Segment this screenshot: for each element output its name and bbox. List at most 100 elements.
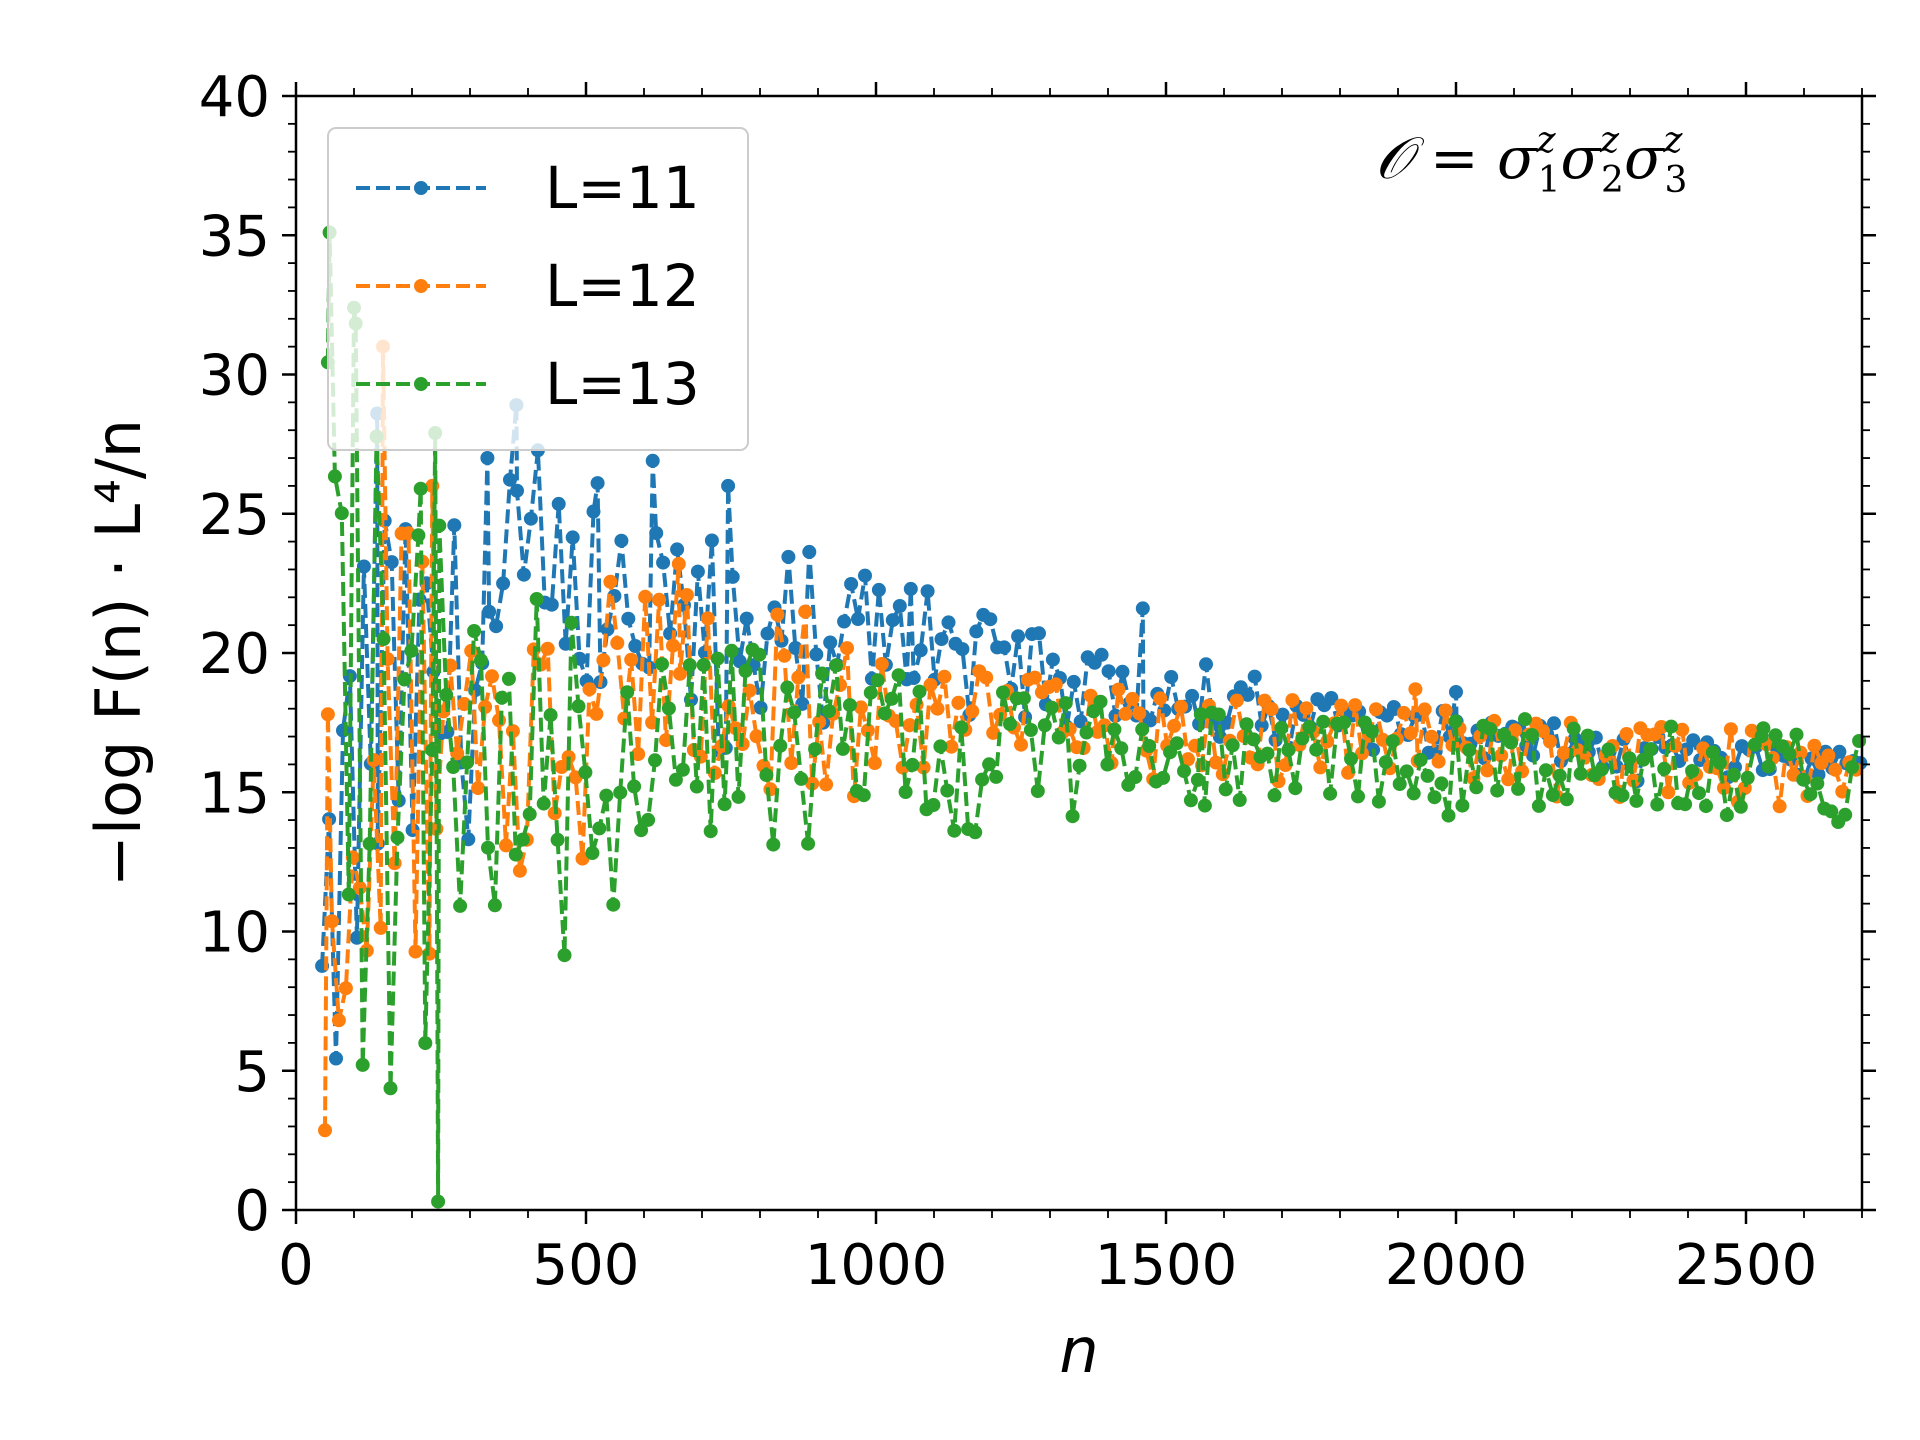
- data-point: [1044, 700, 1059, 715]
- data-point: [983, 612, 998, 627]
- data-point: [1756, 721, 1771, 736]
- data-point: [1011, 629, 1026, 644]
- data-point: [1313, 760, 1328, 775]
- data-point: [1274, 720, 1289, 735]
- data-point: [1101, 664, 1116, 679]
- data-point: [515, 832, 530, 847]
- data-point: [523, 511, 538, 526]
- data-point: [571, 699, 586, 714]
- data-point: [1125, 691, 1140, 706]
- data-point: [671, 556, 686, 571]
- data-point: [599, 788, 614, 803]
- data-point: [1267, 788, 1282, 803]
- data-point: [1699, 799, 1713, 814]
- data-point: [1657, 761, 1672, 776]
- data-point: [356, 559, 371, 574]
- data-point: [620, 685, 635, 700]
- data-point: [1654, 720, 1669, 734]
- data-point: [1424, 729, 1439, 744]
- data-point: [329, 1051, 343, 1066]
- data-point: [670, 542, 685, 557]
- data-point: [837, 614, 852, 629]
- data-point: [851, 612, 865, 626]
- x-axis-label: n: [1059, 1314, 1098, 1387]
- data-point: [603, 574, 618, 589]
- data-point: [801, 836, 816, 851]
- data-point: [1118, 706, 1133, 721]
- data-point: [482, 604, 497, 619]
- data-point: [920, 584, 935, 599]
- data-point: [941, 615, 956, 630]
- data-point: [1281, 743, 1296, 758]
- data-point: [1828, 762, 1843, 777]
- legend-item-L=11: L=11: [356, 154, 700, 222]
- data-point: [501, 671, 516, 686]
- data-point: [704, 533, 719, 548]
- data-point: [1490, 783, 1505, 798]
- data-point: [1183, 793, 1198, 808]
- data-point: [1016, 691, 1031, 706]
- data-point: [1408, 682, 1423, 697]
- x-tick-label: 1000: [805, 1233, 948, 1298]
- data-point: [853, 700, 868, 715]
- data-point: [1556, 745, 1571, 760]
- data-point: [628, 639, 643, 653]
- data-point: [1469, 780, 1484, 795]
- data-point: [1316, 714, 1331, 729]
- data-point: [656, 555, 671, 570]
- data-point: [870, 673, 885, 688]
- data-point: [1066, 674, 1081, 689]
- annotation-sup-3: z: [1663, 120, 1684, 161]
- data-point: [923, 677, 938, 692]
- data-point: [802, 544, 817, 559]
- data-point: [649, 526, 664, 541]
- data-point: [1385, 734, 1400, 749]
- data-point: [1420, 768, 1435, 783]
- y-tick-label: 10: [199, 901, 270, 966]
- data-point: [1211, 707, 1226, 722]
- data-point: [1406, 786, 1421, 801]
- data-point: [492, 713, 506, 728]
- data-point: [536, 796, 551, 811]
- data-point: [1190, 772, 1205, 787]
- data-layer: [315, 225, 1868, 1209]
- data-point: [903, 581, 918, 596]
- data-point: [1494, 748, 1509, 763]
- data-point: [955, 642, 970, 657]
- data-point: [1508, 723, 1523, 738]
- data-point: [1185, 688, 1200, 703]
- data-point: [1835, 784, 1850, 799]
- data-point: [1661, 785, 1676, 800]
- data-point: [376, 632, 391, 646]
- data-point: [522, 807, 537, 822]
- data-point: [655, 657, 669, 672]
- data-point: [760, 626, 775, 641]
- data-point: [1543, 734, 1557, 749]
- data-point: [508, 847, 523, 862]
- data-point: [408, 944, 423, 959]
- data-point: [781, 549, 796, 564]
- data-point: [1229, 693, 1244, 708]
- data-point: [877, 706, 892, 721]
- data-point: [404, 643, 419, 658]
- legend-box: [327, 127, 749, 451]
- data-point: [791, 670, 806, 685]
- data-point: [934, 632, 949, 647]
- data-point: [564, 615, 579, 630]
- data-point: [1772, 799, 1787, 814]
- data-point: [327, 469, 342, 484]
- data-point: [1678, 797, 1693, 812]
- data-point: [471, 781, 486, 796]
- data-point: [1254, 718, 1269, 733]
- data-point: [1003, 717, 1017, 731]
- data-point: [721, 478, 736, 493]
- data-point: [1712, 755, 1727, 770]
- data-point: [913, 643, 928, 658]
- data-point: [794, 771, 809, 786]
- data-point: [467, 624, 482, 638]
- data-point: [496, 576, 511, 591]
- data-point: [905, 757, 920, 772]
- data-point: [885, 613, 900, 628]
- data-point: [1547, 716, 1561, 731]
- data-point: [634, 823, 649, 838]
